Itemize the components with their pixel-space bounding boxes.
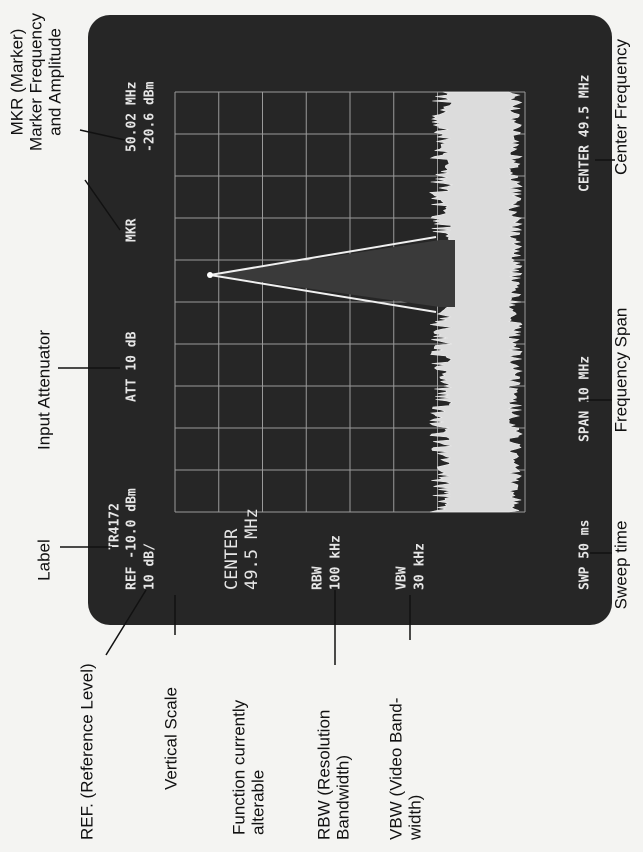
annotation-vbw: width) [405,795,424,841]
function-name: CENTER [222,528,242,590]
function-value: 49.5 MHz [242,508,262,590]
annotation-function: Function currently [229,699,248,835]
annotation-marker: MKR (Marker) [7,29,26,136]
annotation-marker: Marker Frequency [26,13,45,151]
annotation-rbw: Bandwidth) [333,755,352,840]
rbw-name: RBW [311,566,326,590]
marker-amplitude: -20.6 dBm [143,81,158,152]
screenshot: TR4172 REF -10.0 dBm 10 dB/ ATT 10 dB MK… [0,0,643,852]
annotation-reference: REF. (Reference Level) [77,663,96,840]
model-label: TR4172 [108,503,123,550]
annotation-marker: and Amplitude [45,28,64,136]
marker-frequency: 50.02 MHz [125,82,140,152]
sweep-time: SWP 50 ms [578,520,593,590]
vbw-value: 30 kHz [413,543,428,590]
annotation-vbw: VBW (Video Band- [386,698,405,840]
annotation-span: Frequency Span [611,308,630,433]
marker: MKR [125,218,140,242]
annotation-label: Label [34,539,53,581]
annotation-function: alterable [248,770,267,835]
annotation-rbw: RBW (Resolution [314,710,333,840]
annotation-vertical-scale: Vertical Scale [161,687,180,790]
annotation-attenuator: Input Attenuator [34,330,53,450]
span: SPAN 10 MHz [578,356,593,442]
annotation-center-frequency: Center Frequency [611,38,630,175]
rbw-value: 100 kHz [329,535,344,590]
marker-dot [207,272,213,278]
center-frequency: CENTER 49.5 MHz [578,75,593,192]
vbw-name: VBW [395,566,410,590]
annotation-sweep: Sweep time [611,521,630,610]
vertical-scale: 10 dB/ [143,543,158,590]
attenuator: ATT 10 dB [125,331,140,402]
reference-level: REF -10.0 dBm [125,488,140,590]
